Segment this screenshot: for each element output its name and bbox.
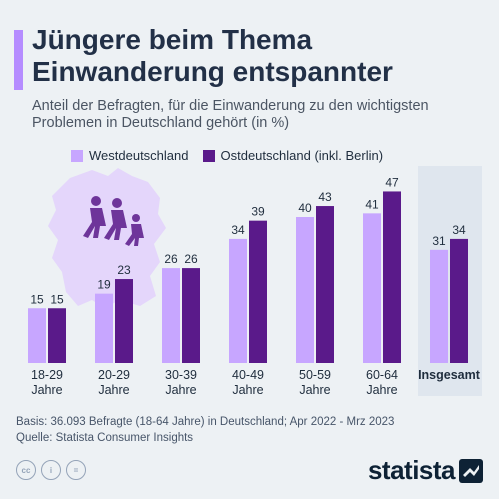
category-label: Jahre xyxy=(366,383,397,397)
data-label: 41 xyxy=(365,197,379,211)
category-label: Jahre xyxy=(165,383,196,397)
legend-item-west: Westdeutschland xyxy=(71,148,189,163)
category-label: 50-59 xyxy=(299,368,331,382)
chart-subtitle: Anteil der Befragten, für die Einwanderu… xyxy=(32,98,429,131)
category-label: Jahre xyxy=(31,383,62,397)
bar xyxy=(316,206,334,363)
bar xyxy=(115,279,133,363)
legend-label-ost: Ostdeutschland (inkl. Berlin) xyxy=(220,148,384,163)
data-label: 39 xyxy=(251,205,265,219)
bar xyxy=(296,217,314,363)
data-label: 26 xyxy=(164,252,178,266)
by-icon: i xyxy=(41,460,61,480)
data-label: 34 xyxy=(231,223,245,237)
bar xyxy=(28,308,46,363)
title-line-1: Jüngere beim Thema xyxy=(32,24,313,55)
bar xyxy=(48,308,66,363)
source-quelle: Quelle: Statista Consumer Insights xyxy=(16,432,194,444)
statista-logo[interactable]: statista xyxy=(368,455,483,486)
legend-label-west: Westdeutschland xyxy=(89,148,189,163)
source-basis: Basis: 36.093 Befragte (18-64 Jahre) in … xyxy=(16,416,395,428)
bar xyxy=(229,238,247,363)
source-footer: Basis: 36.093 Befragte (18-64 Jahre) in … xyxy=(16,414,394,446)
data-label: 19 xyxy=(97,278,111,292)
bar xyxy=(363,213,381,363)
category-label: Jahre xyxy=(98,383,129,397)
category-label: Jahre xyxy=(299,383,330,397)
bar xyxy=(450,238,468,363)
category-label: 18-29 xyxy=(31,368,63,382)
category-label: 40-49 xyxy=(232,368,264,382)
chart-legend: Westdeutschland Ostdeutschland (inkl. Be… xyxy=(71,148,397,163)
category-label: Insgesamt xyxy=(418,368,481,382)
bar xyxy=(249,220,267,363)
title-line-2: Einwanderung entspannter xyxy=(32,56,393,87)
data-label: 43 xyxy=(318,190,332,204)
data-label: 31 xyxy=(432,234,446,248)
data-label: 47 xyxy=(385,175,399,189)
data-label: 34 xyxy=(452,223,466,237)
data-label: 40 xyxy=(298,201,312,215)
legend-swatch-ost xyxy=(202,149,215,162)
category-label: 20-29 xyxy=(98,368,130,382)
bar xyxy=(383,191,401,363)
data-label: 26 xyxy=(184,252,198,266)
data-label: 23 xyxy=(117,263,131,277)
statista-logo-icon xyxy=(459,458,483,483)
bar xyxy=(95,293,113,363)
statista-wordmark: statista xyxy=(367,455,456,485)
category-label: 60-64 xyxy=(366,368,398,382)
title-accent-bar xyxy=(14,30,23,90)
bar xyxy=(162,268,180,363)
nd-icon: = xyxy=(66,460,86,480)
license-icons: cc i = xyxy=(16,460,86,480)
category-label: Jahre xyxy=(232,383,263,397)
data-label: 15 xyxy=(50,292,64,306)
legend-swatch-west xyxy=(71,149,83,162)
data-label: 15 xyxy=(30,292,44,306)
category-label: 30-39 xyxy=(165,368,197,382)
migrants-icon xyxy=(83,196,144,246)
page-title: Jüngere beim Thema Einwanderung entspann… xyxy=(32,24,393,88)
cc-icon: cc xyxy=(16,460,36,480)
bar xyxy=(182,268,200,363)
legend-item-ost: Ostdeutschland (inkl. Berlin) xyxy=(202,148,384,163)
bar xyxy=(430,249,448,363)
